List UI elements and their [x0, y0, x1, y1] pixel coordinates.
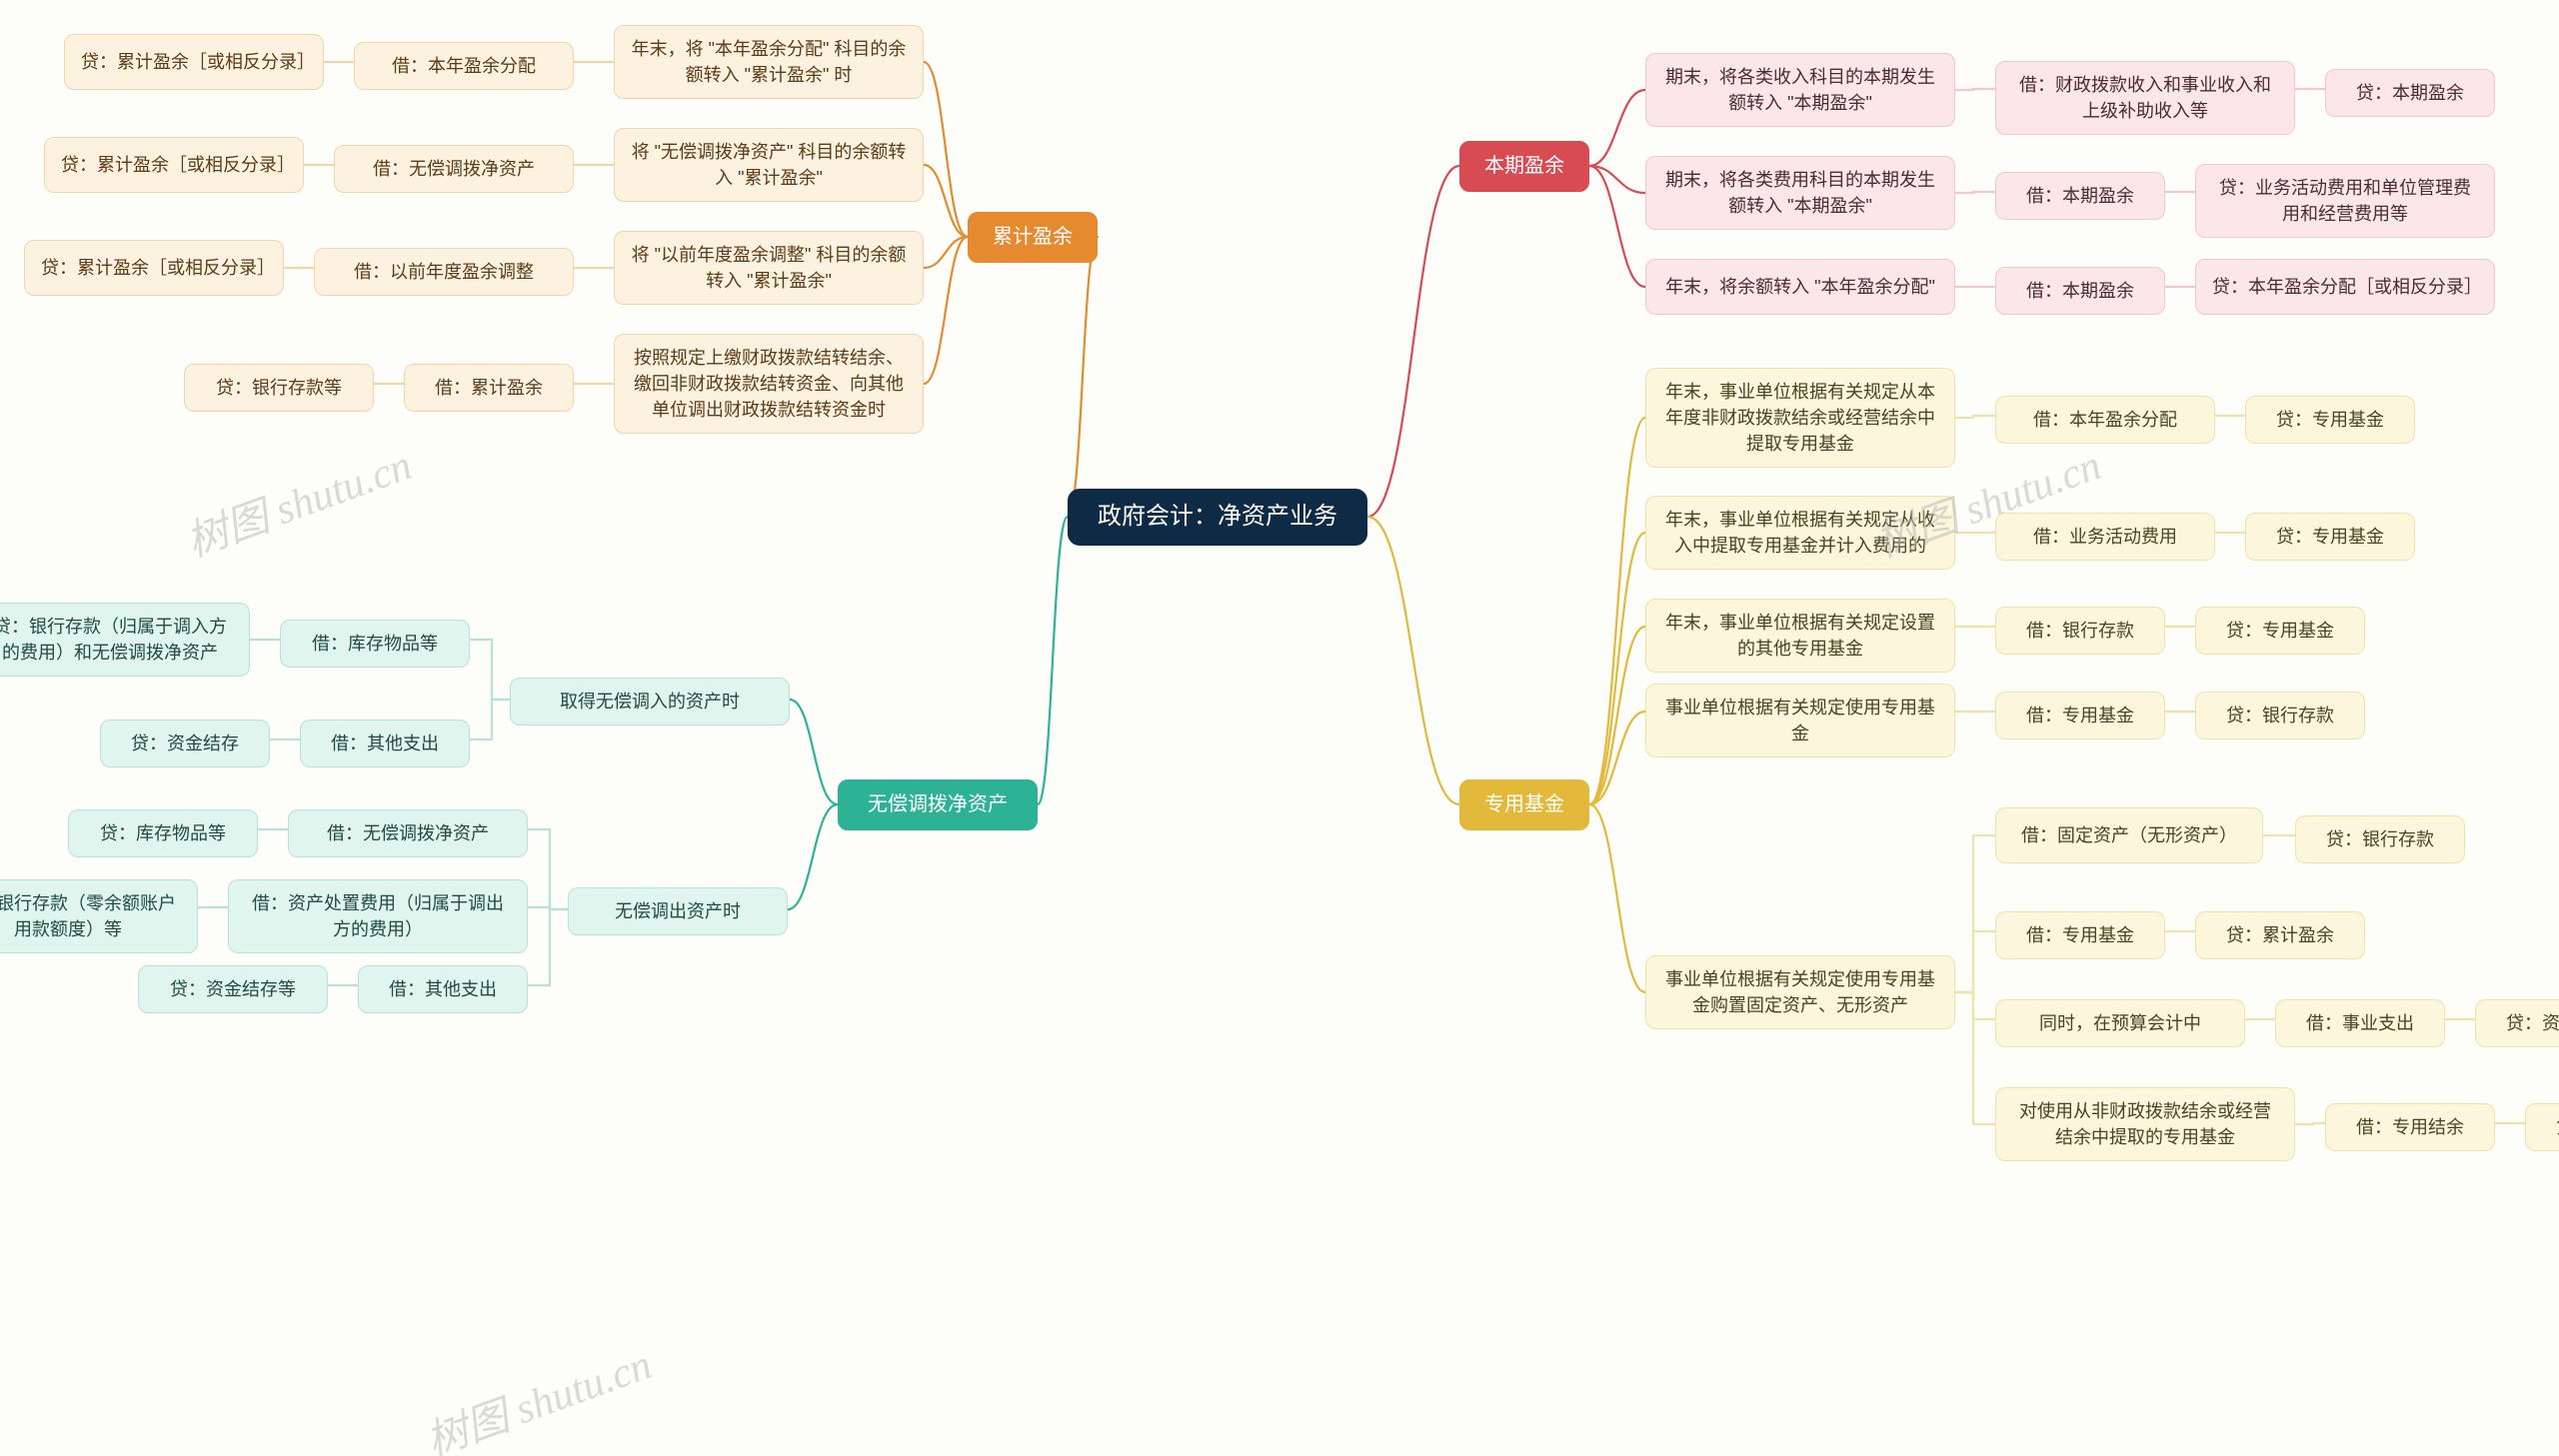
mindmap-node: 借：本年盈余分配 — [1995, 396, 2215, 444]
watermark: 树图 shutu.cn — [177, 432, 419, 570]
mindmap-node: 借：专用基金 — [1995, 911, 2165, 959]
mindmap-node: 政府会计：净资产业务 — [1068, 489, 1367, 546]
mindmap-node: 无偿调拨净资产 — [838, 779, 1038, 830]
mindmap-node: 取得无偿调入的资产时 — [510, 678, 790, 726]
mindmap-node: 年末，将 "本年盈余分配" 科目的余额转入 "累计盈余" 时 — [614, 25, 924, 99]
mindmap-node: 借：资产处置费用（归属于调出方的费用） — [228, 879, 528, 953]
mindmap-node: 年末，事业单位根据有关规定设置的其他专用基金 — [1645, 599, 1955, 673]
mindmap-node: 借：库存物品等 — [280, 620, 470, 668]
mindmap-node: 贷：累计盈余 — [2195, 911, 2365, 959]
mindmap-node: 对使用从非财政拨款结余或经营结余中提取的专用基金 — [1995, 1087, 2295, 1161]
mindmap-node: 年末，事业单位根据有关规定从收入中提取专用基金并计入费用的 — [1645, 496, 1955, 570]
mindmap-node: 贷：本期盈余 — [2325, 69, 2495, 117]
mindmap-node: 借：财政拨款收入和事业收入和上级补助收入等 — [1995, 61, 2295, 135]
mindmap-node: 借：其他支出 — [300, 720, 470, 767]
mindmap-node: 贷：银行存款 — [2195, 692, 2365, 739]
mindmap-node: 贷：资金结存 — [2475, 999, 2559, 1047]
mindmap-node: 贷：库存物品等 — [68, 809, 258, 857]
mindmap-node: 贷：资金结存 — [100, 720, 270, 767]
mindmap-node: 借：银行存款 — [1995, 607, 2165, 655]
mindmap-node: 期末，将各类费用科目的本期发生额转入 "本期盈余" — [1645, 156, 1955, 230]
mindmap-node: 贷：资金结存 — [2525, 1103, 2559, 1151]
mindmap-node: 本期盈余 — [1459, 141, 1589, 192]
mindmap-node: 将 "无偿调拨净资产" 科目的余额转入 "累计盈余" — [614, 128, 924, 202]
mindmap-node: 借：业务活动费用 — [1995, 513, 2215, 561]
mindmap-node: 借：本期盈余 — [1995, 267, 2165, 315]
mindmap-node: 贷：本年盈余分配［或相反分录］ — [2195, 259, 2495, 315]
mindmap-node: 贷：银行存款等 — [184, 364, 374, 412]
mindmap-node: 贷：专用基金 — [2195, 607, 2365, 655]
mindmap-node: 事业单位根据有关规定使用专用基金购置固定资产、无形资产 — [1645, 955, 1955, 1029]
mindmap-node: 无偿调出资产时 — [568, 887, 788, 935]
mindmap-node: 年末，事业单位根据有关规定从本年度非财政拨款结余或经营结余中提取专用基金 — [1645, 368, 1955, 468]
mindmap-node: 贷：累计盈余［或相反分录］ — [64, 34, 324, 90]
mindmap-node: 贷：银行存款 — [2295, 815, 2465, 863]
mindmap-node: 事业单位根据有关规定使用专用基金 — [1645, 684, 1955, 757]
mindmap-node: 贷：银行存款（归属于调入方的费用）和无偿调拨净资产 — [0, 603, 250, 677]
mindmap-node: 借：专用基金 — [1995, 692, 2165, 739]
mindmap-node: 借：累计盈余 — [404, 364, 574, 412]
mindmap-node: 借：事业支出 — [2275, 999, 2445, 1047]
mindmap-node: 借：专用结余 — [2325, 1103, 2495, 1151]
mindmap-node: 借：以前年度盈余调整 — [314, 248, 574, 296]
mindmap-node: 贷：累计盈余［或相反分录］ — [24, 240, 284, 296]
mindmap-node: 贷：银行存款（零余额账户用款额度）等 — [0, 879, 198, 953]
mindmap-node: 同时，在预算会计中 — [1995, 999, 2245, 1047]
mindmap-node: 借：固定资产（无形资产） — [1995, 807, 2263, 863]
mindmap-node: 贷：累计盈余［或相反分录］ — [44, 137, 304, 193]
mindmap-node: 将 "以前年度盈余调整" 科目的余额转入 "累计盈余" — [614, 231, 924, 305]
mindmap-node: 按照规定上缴财政拨款结转结余、缴回非财政拨款结转资金、向其他单位调出财政拨款结转… — [614, 334, 924, 434]
mindmap-node: 期末，将各类收入科目的本期发生额转入 "本期盈余" — [1645, 53, 1955, 127]
mindmap-node: 贷：资金结存等 — [138, 965, 328, 1013]
mindmap-node: 借：本期盈余 — [1995, 172, 2165, 220]
mindmap-node: 贷：专用基金 — [2245, 396, 2415, 444]
mindmap-node: 借：无偿调拨净资产 — [334, 145, 574, 193]
mindmap-node: 贷：专用基金 — [2245, 513, 2415, 561]
watermark: 树图 shutu.cn — [417, 1331, 659, 1456]
mindmap-node: 借：其他支出 — [358, 965, 528, 1013]
mindmap-node: 专用基金 — [1459, 779, 1589, 830]
mindmap-node: 贷：业务活动费用和单位管理费用和经营费用等 — [2195, 164, 2495, 238]
mindmap-node: 年末，将余额转入 "本年盈余分配" — [1645, 259, 1955, 315]
mindmap-node: 借：本年盈余分配 — [354, 42, 574, 90]
mindmap-node: 累计盈余 — [968, 212, 1098, 263]
mindmap-node: 借：无偿调拨净资产 — [288, 809, 528, 857]
